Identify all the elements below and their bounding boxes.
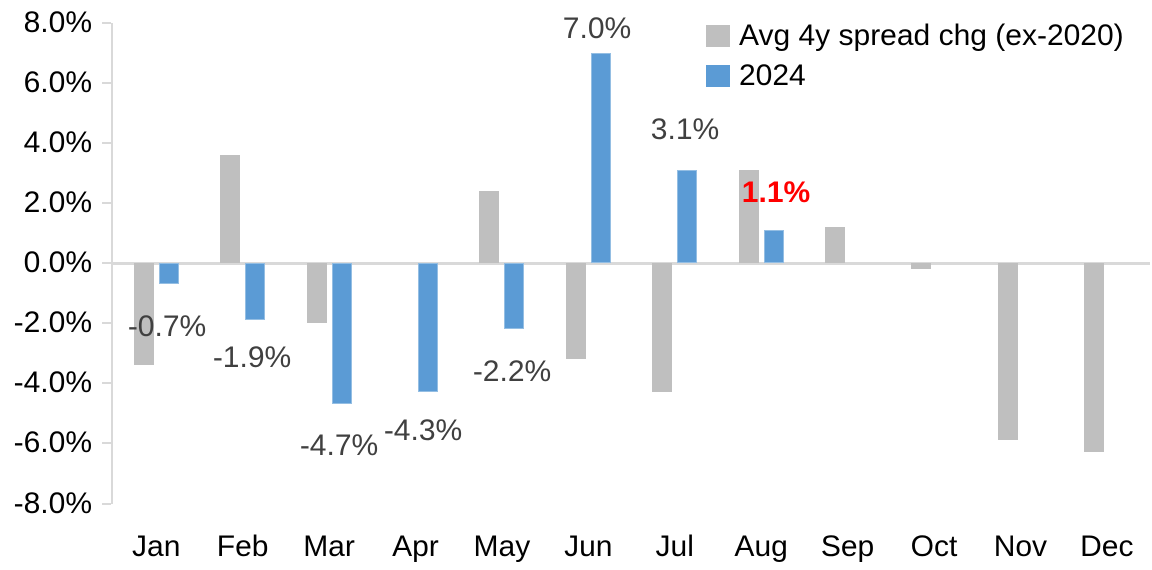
bar-2024-mar — [331, 263, 352, 405]
bar-avg-may — [479, 190, 500, 263]
bar-2024-jan — [158, 263, 179, 285]
y-axis-tick-label: -2.0% — [13, 306, 92, 340]
zero-baseline — [111, 261, 1150, 265]
y-axis-tick-label: 4.0% — [23, 125, 92, 159]
y-axis-tick-label: 8.0% — [23, 5, 92, 39]
data-label-jul: 3.1% — [650, 113, 720, 146]
y-axis-tick-mark — [102, 382, 111, 385]
x-axis-month-label: May — [473, 530, 531, 563]
bar-2024-jul — [677, 169, 698, 263]
y-axis-tick-mark — [102, 81, 111, 84]
x-axis-month-label: Dec — [1080, 530, 1134, 563]
data-label-jun: 7.0% — [562, 12, 632, 45]
x-axis-month-label: Oct — [910, 530, 958, 563]
legend-item-avg-series: Avg 4y spread chg (ex-2020) — [706, 16, 1124, 56]
bar-avg-jul — [652, 263, 673, 393]
legend-label-avg-series: Avg 4y spread chg (ex-2020) — [739, 19, 1124, 52]
x-axis-month-label: Jul — [655, 530, 694, 563]
x-axis-month-label: Mar — [303, 530, 355, 563]
y-axis-tick-mark — [102, 442, 111, 445]
y-axis-tick-label: -4.0% — [13, 366, 92, 400]
bar-avg-mar — [306, 263, 327, 324]
y-axis-tick-mark — [102, 21, 111, 24]
data-label-apr: -4.3% — [383, 414, 463, 447]
bar-avg-oct — [911, 263, 932, 269]
bar-2024-apr — [417, 263, 438, 393]
bar-avg-jan — [133, 263, 154, 366]
x-axis-month-label: Jan — [132, 530, 181, 563]
bar-2024-may — [504, 263, 525, 330]
data-label-may: -2.2% — [472, 355, 552, 388]
legend-swatch-avg-icon — [706, 25, 730, 47]
data-label-mar: -4.7% — [299, 429, 379, 462]
data-label-aug: 1.1% — [741, 176, 811, 209]
y-axis-tick-label: 6.0% — [23, 65, 92, 99]
x-axis-month-label: Apr — [392, 530, 439, 563]
y-axis-tick-label: -6.0% — [13, 426, 92, 460]
legend-swatch-2024-icon — [706, 65, 730, 87]
legend: Avg 4y spread chg (ex-2020) 2024 — [706, 16, 1124, 96]
bar-avg-dec — [1084, 263, 1105, 453]
x-axis-month-label: Nov — [993, 530, 1048, 563]
bar-avg-nov — [997, 263, 1018, 441]
y-axis-tick-mark — [102, 141, 111, 144]
x-axis-month-label: Sep — [820, 530, 875, 563]
x-axis-month-label: Aug — [734, 530, 788, 563]
legend-item-2024-series: 2024 — [706, 56, 1124, 96]
bar-avg-sep — [825, 226, 846, 263]
bar-avg-feb — [220, 154, 241, 263]
bar-2024-aug — [763, 229, 784, 263]
bar-2024-jun — [590, 52, 611, 263]
y-axis-tick-mark — [102, 201, 111, 204]
y-axis-tick-label: 0.0% — [23, 246, 92, 279]
data-label-feb: -1.9% — [212, 341, 292, 374]
y-axis-tick-label: 2.0% — [23, 185, 92, 219]
legend-label-2024-series: 2024 — [739, 59, 806, 92]
y-axis-tick-label: -8.0% — [13, 486, 92, 520]
y-axis-tick-mark — [102, 322, 111, 325]
x-axis-month-label: Jun — [564, 530, 613, 563]
x-axis-month-label: Feb — [216, 530, 269, 563]
y-axis-tick-mark — [102, 502, 111, 505]
bar-2024-feb — [245, 263, 266, 321]
data-label-jan: -0.7% — [127, 310, 207, 343]
bar-avg-jun — [565, 263, 586, 360]
y-axis-tick-mark — [102, 262, 111, 264]
bar-avg-aug — [738, 169, 759, 263]
